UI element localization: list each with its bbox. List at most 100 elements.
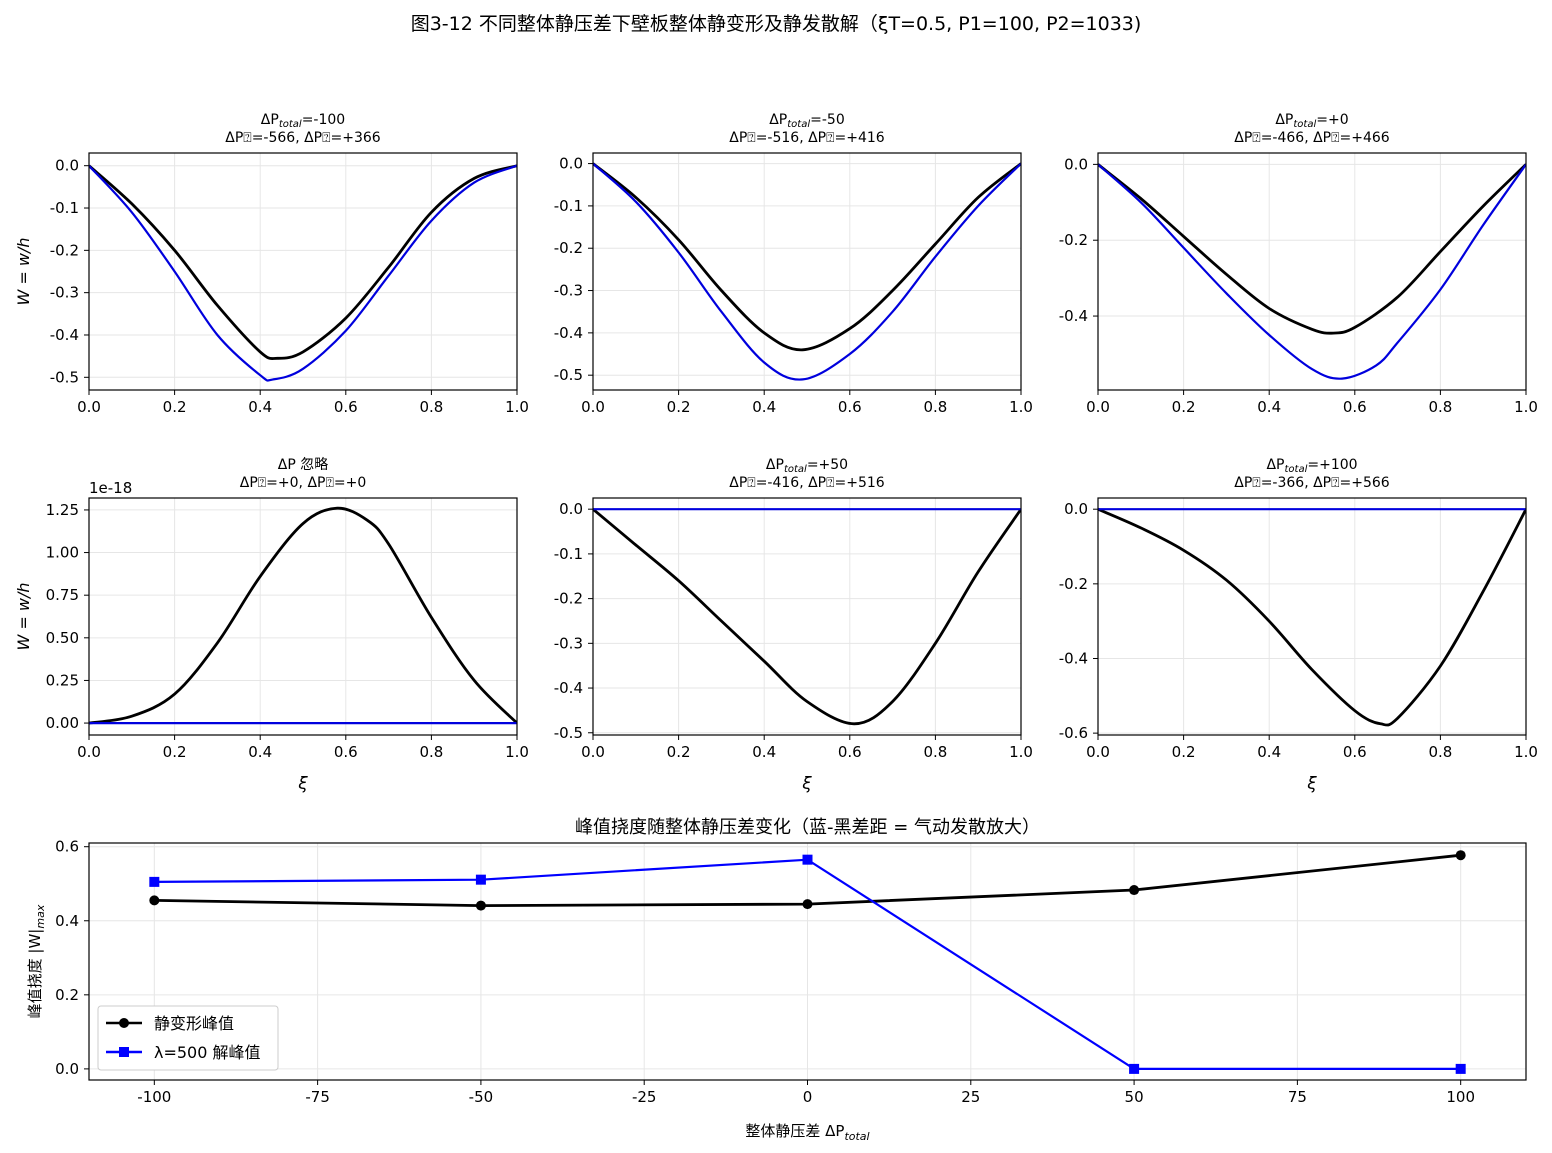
legend-label: 静变形峰值	[154, 1014, 234, 1033]
x-axis-label: ξ	[801, 774, 812, 794]
x-tick-label: 1.0	[1009, 743, 1033, 761]
x-tick-label: 1.0	[1009, 398, 1033, 416]
x-tick-label: 100	[1446, 1088, 1475, 1106]
x-tick-label: 1.0	[1514, 743, 1538, 761]
subplot-title-line1: ΔPtotal=+0	[1275, 112, 1348, 130]
y-tick-label: -0.5	[554, 724, 583, 742]
axes-frame	[1097, 152, 1527, 391]
x-tick-label: 0.0	[1086, 398, 1110, 416]
subplot-title-line1: ΔP 忽略	[278, 457, 328, 473]
x-tick-label: 0.8	[1428, 743, 1452, 761]
x-tick-label: -75	[305, 1088, 330, 1106]
x-tick-label: 0.4	[248, 743, 272, 761]
x-tick-label: 0.6	[1343, 398, 1367, 416]
x-tick-label: -25	[632, 1088, 657, 1106]
x-tick-label: 0.8	[923, 743, 947, 761]
x-tick-label: 0.2	[163, 398, 187, 416]
x-tick-label: 0.6	[838, 743, 862, 761]
x-tick-label: 0.0	[581, 398, 605, 416]
x-tick-label: 0.2	[1172, 743, 1196, 761]
data-point-circle	[802, 899, 813, 910]
x-tick-label: 0.0	[77, 743, 101, 761]
y-tick-label: -0.2	[554, 239, 583, 257]
y-tick-label: 0.75	[46, 586, 79, 604]
y-tick-label: -0.3	[554, 634, 583, 652]
axes-frame	[88, 152, 518, 391]
x-tick-label: 0.6	[334, 398, 358, 416]
y-axis-label: W = w/h	[14, 237, 33, 305]
x-tick-label: 0.4	[752, 743, 776, 761]
y-tick-label: 1.25	[46, 501, 79, 519]
data-point-square	[475, 874, 486, 885]
data-point-square	[149, 876, 160, 887]
y-tick-label: -0.4	[554, 679, 583, 697]
x-tick-label: -50	[469, 1088, 494, 1106]
x-tick-label: 75	[1288, 1088, 1307, 1106]
axes-frame	[1097, 497, 1527, 736]
y-tick-label: -0.4	[50, 326, 79, 344]
subplot-title-line2: ΔP⍰=-366, ΔP⍰=+566	[1234, 475, 1390, 491]
y-tick-label: 0.0	[1064, 155, 1088, 173]
x-tick-label: 0.6	[1343, 743, 1367, 761]
x-tick-label: 0.0	[581, 743, 605, 761]
y-tick-label: 0.2	[55, 986, 79, 1004]
y-tick-label: -0.1	[554, 197, 583, 215]
y-tick-label: -0.6	[1059, 724, 1088, 742]
x-tick-label: 50	[1125, 1088, 1144, 1106]
y-tick-label: -0.5	[50, 368, 79, 386]
y-tick-label: 0.0	[55, 157, 79, 175]
series-line-1	[89, 164, 517, 360]
series-line-1	[1098, 163, 1526, 335]
legend-label: λ=500 解峰值	[154, 1043, 261, 1062]
subplot-2: 0.0 0.2 0.4 0.6 0.8 1.0 0.0 -0.1 -0.2 -0.3 -0.4 -0.…	[554, 112, 1033, 416]
y-tick-label: 0.25	[46, 671, 79, 689]
y-tick-label: -0.2	[1059, 575, 1088, 593]
subplot-title-line1: ΔPtotal=-50	[769, 112, 845, 130]
y-tick-label: 1.00	[46, 544, 79, 562]
x-tick-label: 0.4	[1257, 743, 1281, 761]
plots-container: 0.0 0.2 0.4 0.6 0.8 1.0 0.0 -0.1 -0.2 -0.3 -0.4 -0.…	[14, 112, 1538, 1143]
x-tick-label: -100	[137, 1088, 171, 1106]
y-tick-label: -0.4	[554, 324, 583, 342]
x-tick-label: 0.4	[752, 398, 776, 416]
subplot-title-line2: ΔP⍰=+0, ΔP⍰=+0	[240, 475, 366, 491]
data-point-square	[1455, 1063, 1466, 1074]
subplot-6: 0.0 0.2 0.4 0.6 0.8 1.0 0.0 -0.2 -0.4 -0.6 ΔPtotal…	[1059, 457, 1538, 794]
y-tick-label: -0.2	[554, 590, 583, 608]
x-axis-label: 整体静压差 ΔPtotal	[745, 1122, 869, 1143]
data-point-square	[802, 854, 813, 865]
subplot-4: 0.0 0.2 0.4 0.6 0.8 1.0 0.00 0.25 0.50 0.75 1.00 1.…	[14, 457, 529, 794]
y-tick-label: -0.5	[554, 366, 583, 384]
y-axis-label: 峰值挠度 |W|max	[26, 904, 47, 1018]
axes-frame	[592, 497, 1022, 736]
series-line-1	[593, 508, 1021, 726]
x-tick-label: 0.8	[419, 398, 443, 416]
x-tick-label: 1.0	[505, 743, 529, 761]
y-tick-label: 0.0	[1064, 500, 1088, 518]
subplot-title-line2: ΔP⍰=-566, ΔP⍰=+366	[225, 130, 381, 146]
y-tick-label: 0.6	[55, 838, 79, 856]
axes-frame	[88, 497, 518, 736]
data-point-circle	[149, 895, 160, 906]
x-tick-label: 0	[803, 1088, 813, 1106]
subplot-title-line1: ΔPtotal=-100	[261, 112, 345, 130]
subplot-3: 0.0 0.2 0.4 0.6 0.8 1.0 0.0 -0.2 -0.4 ΔPtotal=+0Δ…	[1059, 112, 1538, 416]
subplot-title-line2: ΔP⍰=-516, ΔP⍰=+416	[729, 130, 885, 146]
x-tick-label: 0.8	[923, 398, 947, 416]
x-tick-label: 0.0	[1086, 743, 1110, 761]
y-tick-label: -0.2	[50, 241, 79, 259]
y-tick-label: -0.1	[554, 545, 583, 563]
y-tick-label: -0.2	[1059, 231, 1088, 249]
x-tick-label: 0.6	[838, 398, 862, 416]
y-tick-label: -0.1	[50, 199, 79, 217]
y-tick-label: -0.3	[554, 282, 583, 300]
x-tick-label: 0.8	[419, 743, 443, 761]
subplot-title: 峰值挠度随整体静压差变化（蓝-黑差距 = 气动发散放大）	[575, 817, 1040, 838]
x-axis-label: ξ	[1306, 774, 1317, 794]
x-tick-label: 0.6	[334, 743, 358, 761]
subplot-title-line1: ΔPtotal=+100	[1266, 457, 1357, 475]
subplot-5: 0.0 0.2 0.4 0.6 0.8 1.0 0.0 -0.1 -0.2 -0.3 -0.4 -0.…	[554, 457, 1033, 794]
x-tick-label: 1.0	[1514, 398, 1538, 416]
x-tick-label: 0.8	[1428, 398, 1452, 416]
series-line-2	[593, 162, 1021, 381]
